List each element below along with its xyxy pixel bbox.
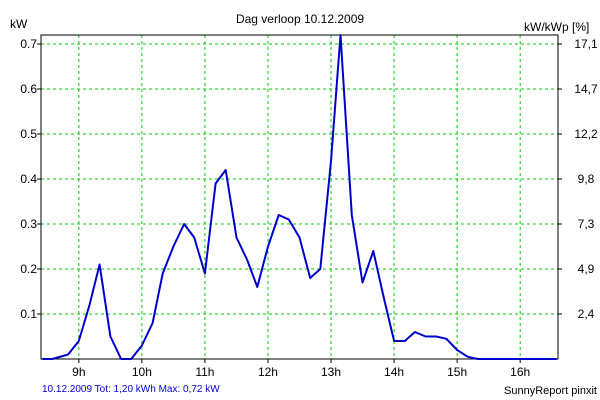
y2-tick-label: 14,7 — [574, 82, 598, 96]
y-tick-label: 0.3 — [20, 217, 37, 231]
y-tick-label: 0.7 — [20, 37, 37, 51]
x-tick-label: 15h — [447, 365, 467, 379]
x-axis-ticks: 9h 10h 11h 12h 13h 14h 15h 16h — [72, 359, 530, 379]
grid-lines — [41, 35, 558, 359]
plot-frame — [40, 34, 559, 360]
y-tick-label: 0.1 — [20, 307, 37, 321]
y2-axis-ticks: 2,4 4,9 7,3 9,8 12,2 14,7 17,1 — [558, 37, 598, 321]
y-tick-label: 0.6 — [20, 82, 37, 96]
x-tick-label: 16h — [510, 365, 530, 379]
footer-summary: 10.12.2009 Tot: 1,20 kWh Max: 0,72 kW — [42, 384, 220, 395]
x-tick-label: 9h — [72, 365, 85, 379]
x-tick-label: 10h — [132, 365, 152, 379]
y2-tick-label: 17,1 — [574, 37, 598, 51]
y-axis-ticks: 0.1 0.2 0.3 0.4 0.5 0.6 0.7 — [20, 37, 41, 321]
x-tick-label: 12h — [258, 365, 278, 379]
x-tick-label: 14h — [384, 365, 404, 379]
y-tick-label: 0.2 — [20, 262, 37, 276]
x-tick-label: 13h — [321, 365, 341, 379]
x-tick-label: 11h — [195, 365, 214, 379]
y2-tick-label: 9,8 — [578, 172, 595, 186]
right-axis-unit: kW/kWp [%] — [524, 20, 589, 34]
y-tick-label: 0.5 — [20, 127, 37, 141]
y2-tick-label: 2,4 — [578, 307, 595, 321]
y2-tick-label: 12,2 — [574, 127, 598, 141]
left-axis-unit: kW — [10, 17, 28, 31]
power-series-line — [42, 34, 557, 360]
y-tick-label: 0.4 — [20, 172, 37, 186]
chart-title: Dag verloop 10.12.2009 — [236, 12, 364, 26]
y2-tick-label: 7,3 — [578, 217, 595, 231]
footer-credit: SunnyReport pinxit — [504, 385, 597, 397]
y2-tick-label: 4,9 — [578, 262, 595, 276]
